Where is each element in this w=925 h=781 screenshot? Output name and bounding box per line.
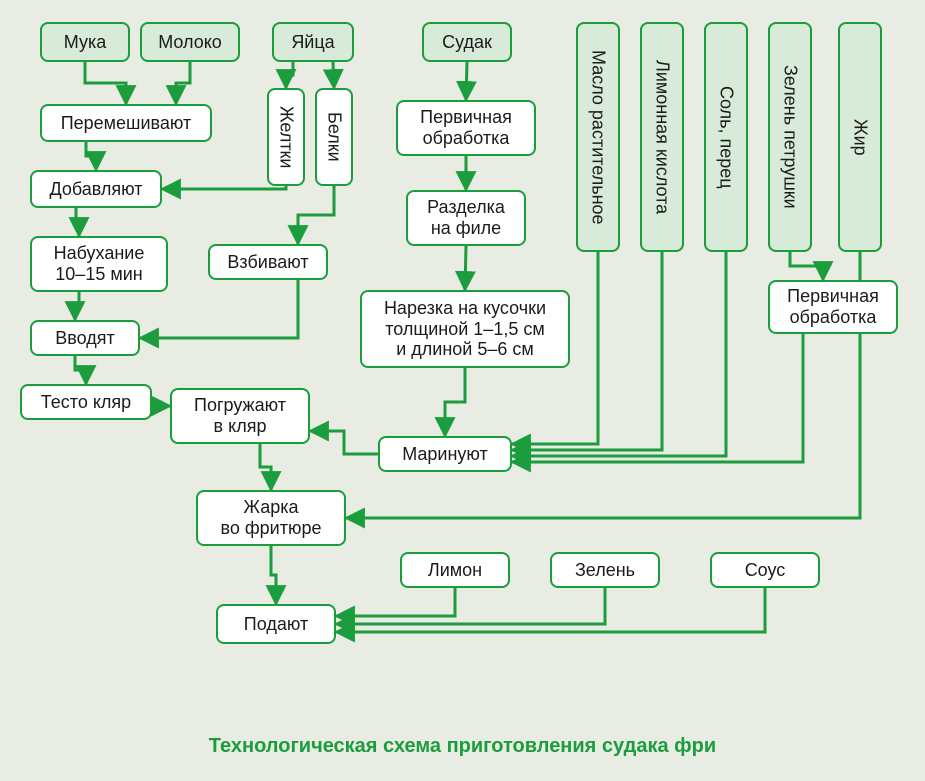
node-vvodyat: Вводят [30, 320, 140, 356]
diagram-caption: Технологическая схема приготовления суда… [0, 735, 925, 758]
node-sous: Соус [710, 552, 820, 588]
node-muka: Мука [40, 22, 130, 62]
node-zharka: Жаркаво фритюре [196, 490, 346, 546]
node-pervich2: Первичнаяобработка [768, 280, 898, 334]
node-nabuh: Набухание10–15 мин [30, 236, 168, 292]
flowchart-canvas: Технологическая схема приготовления суда… [0, 0, 925, 781]
node-klyar: Тесто кляр [20, 384, 152, 420]
node-zhir: Жир [838, 22, 882, 252]
node-moloko: Молоко [140, 22, 240, 62]
node-limonk: Лимонная кислота [640, 22, 684, 252]
node-pogruzh: Погружаютв кляр [170, 388, 310, 444]
node-vzbivayut: Взбивают [208, 244, 328, 280]
node-yaytsa: Яйца [272, 22, 354, 62]
node-podayut: Подают [216, 604, 336, 644]
node-marin: Маринуют [378, 436, 512, 472]
node-narezka: Нарезка на кусочкитолщиной 1–1,5 сми дли… [360, 290, 570, 368]
node-belki: Белки [315, 88, 353, 186]
node-dobavl: Добавляют [30, 170, 162, 208]
node-sudak: Судак [422, 22, 512, 62]
node-maslo: Масло растительное [576, 22, 620, 252]
node-zelenp: Зелень петрушки [768, 22, 812, 252]
node-peremesh: Перемешивают [40, 104, 212, 142]
node-razdelka: Разделкана филе [406, 190, 526, 246]
node-limon: Лимон [400, 552, 510, 588]
node-zheltki: Желтки [267, 88, 305, 186]
node-zelen: Зелень [550, 552, 660, 588]
node-pervich1: Первичнаяобработка [396, 100, 536, 156]
node-sol: Соль, перец [704, 22, 748, 252]
